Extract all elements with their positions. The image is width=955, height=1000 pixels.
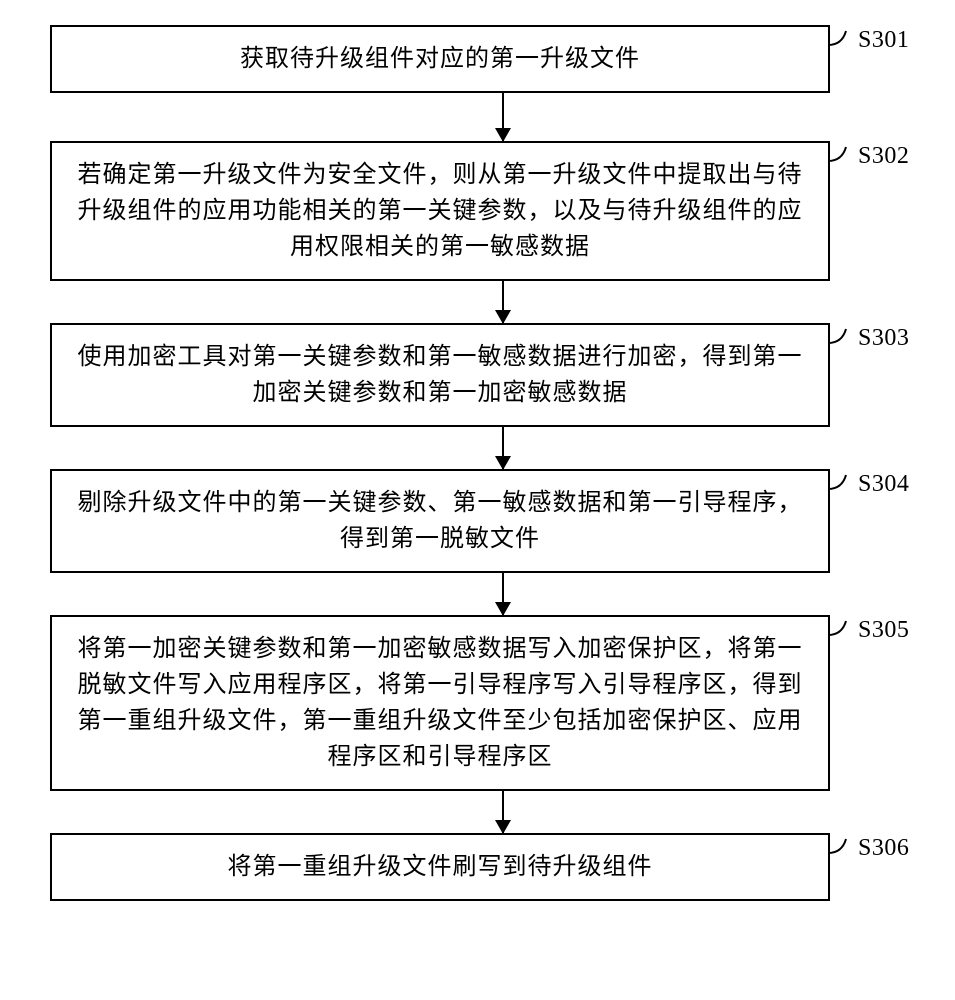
step-text: 若确定第一升级文件为安全文件，则从第一升级文件中提取出与待升级组件的应用功能相关… bbox=[78, 162, 803, 260]
step-text: 将第一加密关键参数和第一加密敏感数据写入加密保护区，将第一脱敏文件写入应用程序区… bbox=[78, 636, 803, 770]
flowchart: 获取待升级组件对应的第一升级文件 S301 若确定第一升级文件为安全文件，则从第… bbox=[0, 0, 955, 931]
label-wrap: S303 bbox=[828, 323, 909, 352]
step-label: S305 bbox=[858, 617, 909, 644]
step-row: 获取待升级组件对应的第一升级文件 S301 bbox=[0, 25, 955, 93]
connector-curve bbox=[828, 837, 858, 855]
connector-curve bbox=[828, 29, 858, 47]
label-wrap: S305 bbox=[828, 615, 909, 644]
connector-curve bbox=[828, 327, 858, 345]
step-row: 剔除升级文件中的第一关键参数、第一敏感数据和第一引导程序，得到第一脱敏文件 S3… bbox=[0, 469, 955, 573]
label-wrap: S304 bbox=[828, 469, 909, 498]
connector-curve bbox=[828, 473, 858, 491]
arrow bbox=[502, 93, 504, 141]
step-row: 若确定第一升级文件为安全文件，则从第一升级文件中提取出与待升级组件的应用功能相关… bbox=[0, 141, 955, 281]
arrow-wrap bbox=[113, 93, 893, 141]
step-box-s306: 将第一重组升级文件刷写到待升级组件 bbox=[50, 833, 830, 901]
step-text: 剔除升级文件中的第一关键参数、第一敏感数据和第一引导程序，得到第一脱敏文件 bbox=[78, 490, 803, 552]
step-box-s302: 若确定第一升级文件为安全文件，则从第一升级文件中提取出与待升级组件的应用功能相关… bbox=[50, 141, 830, 281]
label-wrap: S306 bbox=[828, 833, 909, 862]
step-box-s305: 将第一加密关键参数和第一加密敏感数据写入加密保护区，将第一脱敏文件写入应用程序区… bbox=[50, 615, 830, 791]
arrow bbox=[502, 427, 504, 469]
arrow-wrap bbox=[113, 281, 893, 323]
arrow-wrap bbox=[113, 427, 893, 469]
step-label: S302 bbox=[858, 143, 909, 170]
step-label: S306 bbox=[858, 835, 909, 862]
step-box-s303: 使用加密工具对第一关键参数和第一敏感数据进行加密，得到第一加密关键参数和第一加密… bbox=[50, 323, 830, 427]
step-box-s304: 剔除升级文件中的第一关键参数、第一敏感数据和第一引导程序，得到第一脱敏文件 bbox=[50, 469, 830, 573]
connector-curve bbox=[828, 619, 858, 637]
arrow bbox=[502, 791, 504, 833]
step-box-s301: 获取待升级组件对应的第一升级文件 bbox=[50, 25, 830, 93]
connector-curve bbox=[828, 145, 858, 163]
step-label: S301 bbox=[858, 27, 909, 54]
step-text: 使用加密工具对第一关键参数和第一敏感数据进行加密，得到第一加密关键参数和第一加密… bbox=[78, 344, 803, 406]
step-text: 将第一重组升级文件刷写到待升级组件 bbox=[228, 854, 653, 880]
arrow bbox=[502, 281, 504, 323]
step-text: 获取待升级组件对应的第一升级文件 bbox=[240, 46, 640, 72]
label-wrap: S301 bbox=[828, 25, 909, 54]
step-row: 将第一加密关键参数和第一加密敏感数据写入加密保护区，将第一脱敏文件写入应用程序区… bbox=[0, 615, 955, 791]
step-row: 将第一重组升级文件刷写到待升级组件 S306 bbox=[0, 833, 955, 901]
arrow-wrap bbox=[113, 573, 893, 615]
step-label: S304 bbox=[858, 471, 909, 498]
step-row: 使用加密工具对第一关键参数和第一敏感数据进行加密，得到第一加密关键参数和第一加密… bbox=[0, 323, 955, 427]
arrow bbox=[502, 573, 504, 615]
step-label: S303 bbox=[858, 325, 909, 352]
arrow-wrap bbox=[113, 791, 893, 833]
label-wrap: S302 bbox=[828, 141, 909, 170]
